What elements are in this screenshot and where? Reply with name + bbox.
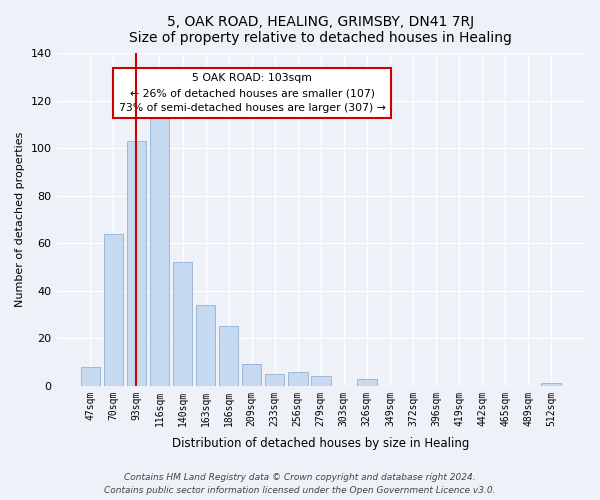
Title: 5, OAK ROAD, HEALING, GRIMSBY, DN41 7RJ
Size of property relative to detached ho: 5, OAK ROAD, HEALING, GRIMSBY, DN41 7RJ …	[130, 15, 512, 45]
Bar	[311, 376, 331, 386]
Bar	[219, 326, 238, 386]
Bar	[196, 305, 215, 386]
Bar	[541, 384, 561, 386]
Text: Contains HM Land Registry data © Crown copyright and database right 2024.
Contai: Contains HM Land Registry data © Crown c…	[104, 474, 496, 495]
Bar	[265, 374, 284, 386]
Bar	[357, 378, 377, 386]
Bar	[149, 112, 169, 386]
Y-axis label: Number of detached properties: Number of detached properties	[15, 132, 25, 307]
Text: 5 OAK ROAD: 103sqm
← 26% of detached houses are smaller (107)
73% of semi-detach: 5 OAK ROAD: 103sqm ← 26% of detached hou…	[119, 74, 386, 113]
Bar	[80, 367, 100, 386]
Bar	[104, 234, 123, 386]
Bar	[127, 141, 146, 386]
Bar	[173, 262, 193, 386]
Bar	[288, 372, 308, 386]
X-axis label: Distribution of detached houses by size in Healing: Distribution of detached houses by size …	[172, 437, 469, 450]
Bar	[242, 364, 262, 386]
